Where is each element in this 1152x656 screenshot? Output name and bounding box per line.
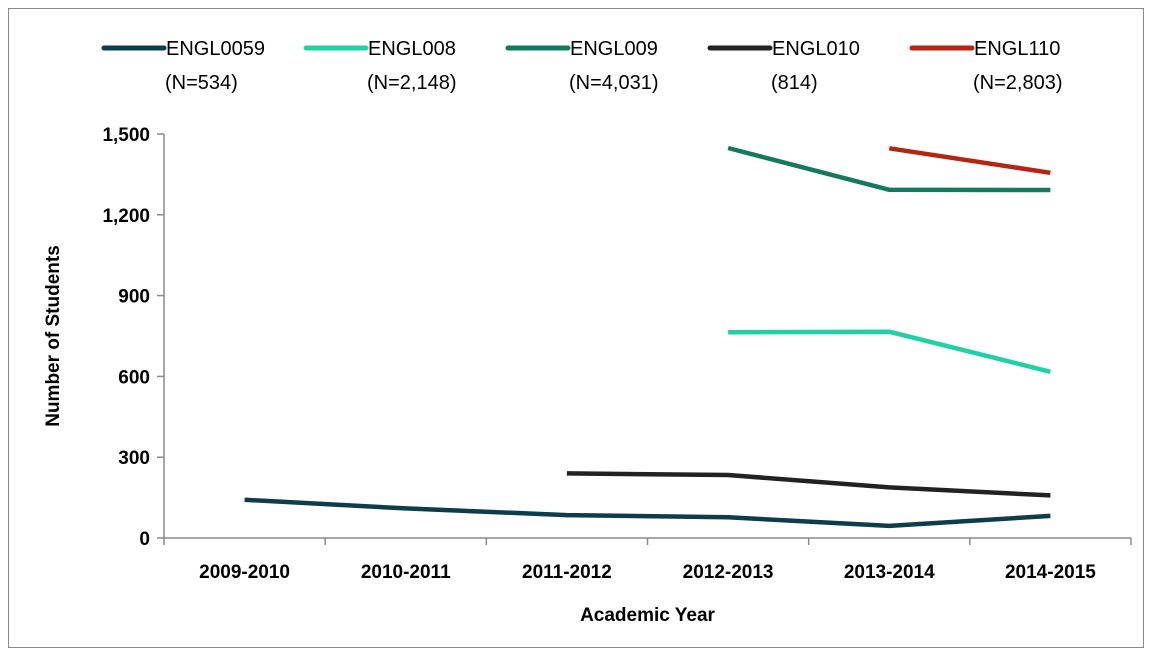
legend-count: (N=534) — [165, 72, 238, 94]
x-tick-label: 2011-2012 — [522, 562, 612, 583]
series-line-engl008 — [728, 329, 1051, 374]
legend-count: (N=4,031) — [569, 72, 659, 94]
x-tick-label: 2009-2010 — [199, 562, 290, 583]
legend-label: ENGL010 — [772, 38, 860, 60]
x-tick-label: 2012-2013 — [683, 562, 774, 583]
x-axis-title: Academic Year — [580, 605, 715, 626]
legend-count: (N=2,803) — [973, 72, 1063, 94]
legend-label: ENGL009 — [570, 38, 658, 60]
series-lines — [244, 145, 1051, 529]
series-line-engl110 — [888, 146, 1051, 176]
legend-count: (814) — [771, 72, 818, 94]
legend: ENGL0059 (N=534) ENGL008 (N=2,148) ENGL009 (N… — [101, 38, 1063, 94]
line-chart: ENGL0059 (N=534) ENGL008 (N=2,148) ENGL009 (N… — [43, 38, 1132, 626]
series-line-engl010 — [566, 471, 1051, 498]
legend-label: ENGL008 — [368, 38, 456, 60]
legend-label: ENGL110 — [974, 38, 1060, 60]
chart-frame: ENGL0059 (N=534) ENGL008 (N=2,148) ENGL009 (N… — [8, 8, 1144, 648]
x-tick-label: 2010-2011 — [361, 562, 451, 583]
legend-count: (N=2,148) — [367, 72, 457, 94]
y-tick-label: 900 — [118, 287, 150, 308]
x-tick-label: 2013-2014 — [844, 562, 935, 583]
x-tick-label: 2014-2015 — [1005, 562, 1096, 583]
y-tick-label: 300 — [118, 448, 150, 469]
axes: 0 300 600 900 1,200 1,500 2009-2010 2010-2011 20… — [102, 125, 1132, 583]
y-axis-title: Number of Students — [43, 245, 64, 427]
y-tick-label: 1,200 — [102, 206, 150, 227]
series-line-engl009 — [727, 145, 1051, 193]
legend-label: ENGL0059 — [166, 38, 265, 60]
y-tick-label: 1,500 — [102, 125, 150, 146]
y-tick-label: 600 — [118, 367, 150, 388]
y-tick-label: 0 — [139, 529, 150, 550]
series-line-engl0059 — [244, 497, 1051, 529]
